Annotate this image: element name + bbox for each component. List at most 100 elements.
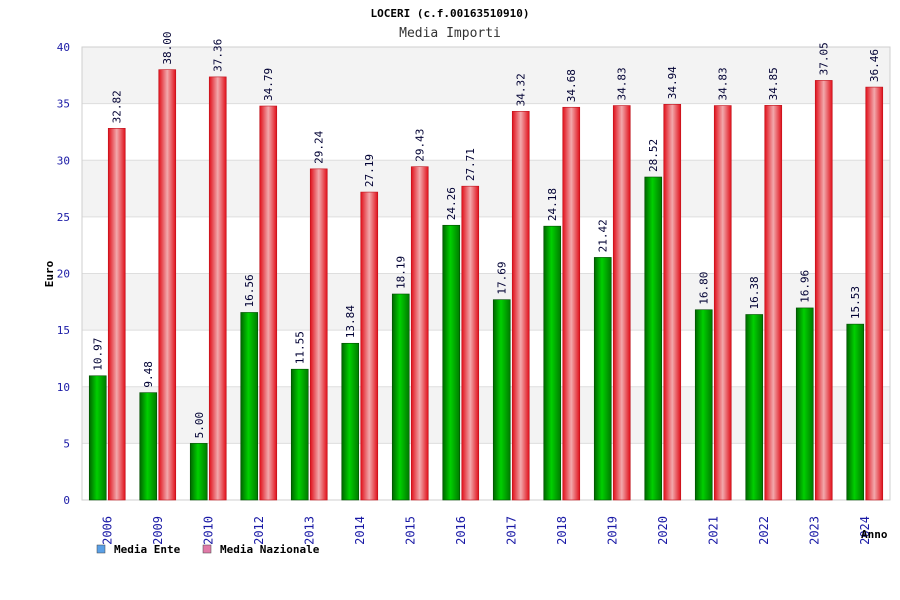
data-label-media-nazionale: 38.00	[161, 32, 174, 65]
legend: Media Ente Media Nazionale	[96, 543, 320, 556]
data-labels: 10.97 32.82 9.48 38.00 5.00 37.36 16.56 34.79 11…	[92, 32, 882, 439]
bar-media-nazionale	[764, 105, 783, 501]
bar-media-ente	[139, 392, 158, 501]
data-label-media-nazionale: 34.94	[666, 66, 679, 99]
data-label-media-ente: 5.00	[193, 412, 206, 439]
x-tick-label: 2014	[353, 516, 367, 545]
y-tick-label: 5	[63, 437, 70, 450]
x-tick-label: 2018	[555, 516, 569, 545]
data-label-media-nazionale: 27.19	[363, 154, 376, 187]
y-tick-label: 10	[57, 381, 70, 394]
bars	[88, 69, 884, 501]
bar-media-ente	[341, 342, 360, 501]
y-tick-label: 20	[57, 268, 70, 281]
bar-media-nazionale	[713, 105, 732, 501]
x-tick-label: 2009	[151, 516, 165, 545]
data-label-media-ente: 16.56	[243, 274, 256, 307]
bar-media-nazionale	[612, 105, 631, 501]
bar-media-nazionale	[663, 104, 682, 501]
chart-title: LOCERI (c.f.00163510910)	[371, 7, 530, 20]
data-label-media-ente: 24.26	[445, 187, 458, 220]
bar-media-ente	[745, 314, 764, 501]
bar-media-nazionale	[814, 80, 833, 501]
y-axis-ticks: 0 5 10 15 20 25 30 35 40	[57, 41, 70, 507]
legend-label-media-nazionale: Media Nazionale	[220, 543, 320, 556]
x-axis-ticks: 2006 2009 2010 2012 2013 2014 2015 2016 2017 2018…	[100, 516, 872, 545]
legend-swatch-media-nazionale	[202, 544, 212, 554]
chart-subtitle: Media Importi	[399, 26, 501, 41]
legend-label-media-ente: Media Ente	[114, 543, 181, 556]
data-label-media-nazionale: 29.43	[414, 129, 427, 162]
x-tick-label: 2020	[656, 516, 670, 545]
data-label-media-nazionale: 27.71	[464, 148, 477, 181]
x-tick-label: 2016	[454, 516, 468, 545]
x-tick-label: 2017	[504, 516, 518, 545]
data-label-media-ente: 18.19	[395, 256, 408, 289]
bar-media-nazionale	[511, 111, 530, 501]
x-tick-label: 2006	[100, 516, 114, 545]
data-label-media-nazionale: 32.82	[111, 90, 124, 123]
plot-border	[81, 46, 891, 501]
x-tick-label: 2019	[605, 516, 619, 545]
data-label-media-ente: 15.53	[849, 286, 862, 319]
data-label-media-ente: 24.18	[546, 188, 559, 221]
data-label-media-nazionale: 37.05	[818, 42, 831, 75]
bar-media-ente	[240, 312, 259, 501]
bar-media-ente	[644, 176, 663, 501]
bar-media-nazionale	[158, 69, 177, 501]
data-label-media-ente: 10.97	[92, 338, 105, 371]
x-tick-label: 2013	[302, 516, 316, 545]
y-axis-label: Euro	[43, 260, 56, 287]
bar-media-ente	[290, 368, 309, 501]
data-label-media-nazionale: 37.36	[212, 39, 225, 72]
bar-media-nazionale	[360, 191, 379, 501]
bar-media-nazionale	[107, 128, 126, 501]
bar-media-nazionale	[461, 185, 480, 501]
bar-media-nazionale	[208, 76, 227, 501]
bar-media-nazionale	[259, 105, 278, 501]
bar-media-ente	[189, 443, 208, 501]
data-label-media-ente: 21.42	[597, 219, 610, 252]
data-label-media-ente: 16.80	[698, 272, 711, 305]
bar-media-nazionale	[410, 166, 429, 501]
data-label-media-nazionale: 34.79	[262, 68, 275, 101]
data-label-media-nazionale: 34.85	[767, 67, 780, 100]
data-label-media-nazionale: 34.68	[565, 69, 578, 102]
x-tick-label: 2022	[757, 516, 771, 545]
bar-media-ente	[88, 375, 107, 501]
x-tick-label: 2024	[858, 516, 872, 545]
bar-media-ente	[543, 225, 562, 501]
y-tick-label: 35	[57, 98, 70, 111]
x-tick-label: 2021	[706, 516, 720, 545]
data-label-media-ente: 13.84	[344, 305, 357, 338]
data-label-media-ente: 17.69	[496, 262, 509, 295]
bar-media-nazionale	[865, 86, 884, 501]
y-tick-label: 30	[57, 154, 70, 167]
bar-media-nazionale	[562, 106, 581, 501]
x-tick-label: 2023	[807, 516, 821, 545]
bar-media-ente	[846, 323, 865, 501]
bar-media-ente	[391, 293, 410, 501]
data-label-media-ente: 16.96	[799, 270, 812, 303]
x-axis-label: Anno	[861, 528, 888, 541]
data-label-media-ente: 11.55	[294, 331, 307, 364]
x-tick-label: 2015	[403, 516, 417, 545]
y-tick-label: 25	[57, 211, 70, 224]
bar-media-ente	[795, 307, 814, 501]
bar-media-nazionale	[309, 168, 328, 501]
data-label-media-ente: 28.52	[647, 139, 660, 172]
data-label-media-ente: 9.48	[142, 361, 155, 388]
data-label-media-nazionale: 34.83	[717, 67, 730, 100]
legend-swatch-media-ente	[96, 544, 106, 554]
y-tick-label: 0	[63, 494, 70, 507]
data-label-media-nazionale: 29.24	[313, 130, 326, 163]
y-tick-label: 40	[57, 41, 70, 54]
data-label-media-ente: 16.38	[748, 276, 761, 309]
x-tick-label: 2010	[201, 516, 215, 545]
bar-media-ente	[492, 299, 511, 501]
data-label-media-nazionale: 36.46	[868, 49, 881, 82]
bar-media-ente	[694, 309, 713, 501]
data-label-media-nazionale: 34.83	[616, 67, 629, 100]
x-tick-label: 2012	[252, 516, 266, 545]
